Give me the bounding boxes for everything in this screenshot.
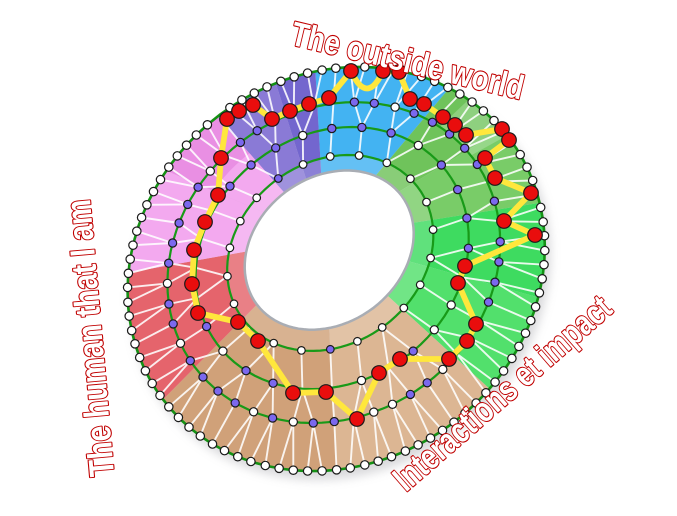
svg-text:The human that I am: The human that I am (59, 198, 122, 478)
